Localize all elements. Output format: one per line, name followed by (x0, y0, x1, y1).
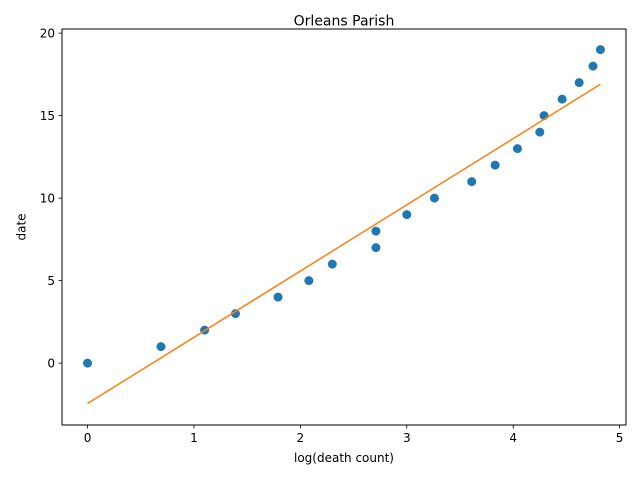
y-tick-label-20: 20 (40, 26, 55, 40)
x-tick-label-1: 1 (190, 431, 198, 445)
data-point-19 (595, 45, 605, 55)
x-axis-label: log(death count) (294, 451, 394, 465)
data-point-11 (467, 177, 477, 187)
x-tick-label-5: 5 (616, 431, 624, 445)
data-point-8 (371, 226, 381, 236)
axes-frame (61, 28, 627, 426)
axes (61, 28, 627, 426)
data-point-17 (574, 78, 584, 88)
x-ticks: 0 1 2 3 4 5 (84, 425, 624, 445)
y-ticks: 0 5 10 15 20 (40, 26, 62, 370)
y-tick-label-5: 5 (47, 274, 55, 288)
data-point-0 (83, 358, 93, 368)
y-tick-label-10: 10 (40, 191, 55, 205)
data-point-7 (371, 243, 381, 253)
data-point-10 (429, 193, 439, 203)
data-point-4 (273, 292, 283, 302)
chart-title: Orleans Parish (294, 14, 395, 30)
y-tick-label-15: 15 (40, 109, 55, 123)
data-point-18 (588, 61, 598, 71)
data-point-12 (490, 160, 500, 170)
data-point-5 (304, 276, 314, 286)
data-point-9 (402, 210, 412, 220)
y-tick-label-0: 0 (47, 356, 55, 370)
data-point-13 (512, 144, 522, 154)
x-tick-label-4: 4 (509, 431, 517, 445)
data-point-14 (535, 127, 545, 137)
x-tick-label-2: 2 (297, 431, 305, 445)
data-point-16 (557, 94, 567, 104)
data-point-6 (327, 259, 337, 269)
x-tick-label-0: 0 (84, 431, 92, 445)
fit-line (87, 83, 601, 405)
plot-area (83, 45, 605, 405)
data-point-1 (156, 342, 166, 352)
y-axis-label: date (15, 213, 29, 240)
data-point-3 (230, 309, 240, 319)
x-tick-label-3: 3 (403, 431, 411, 445)
